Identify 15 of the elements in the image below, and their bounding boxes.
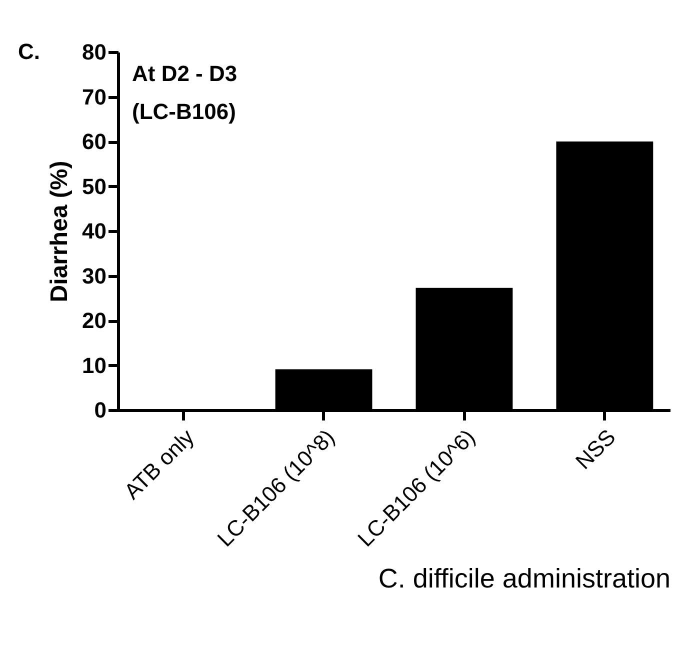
y-axis-title: Diarrhea (%) <box>46 160 74 302</box>
y-tick-label: 80 <box>82 40 106 64</box>
annotation: (LC-B106) <box>132 99 236 124</box>
y-tick-label: 60 <box>82 129 106 154</box>
text: C. <box>18 39 40 64</box>
y-tick-label: 20 <box>82 308 106 333</box>
y-tick-label: 50 <box>82 174 106 199</box>
y-tick-label: 40 <box>82 218 106 244</box>
y-tick-label: 70 <box>82 84 106 110</box>
y-tick-label: 30 <box>82 263 106 288</box>
x-axis-title: C. difficile administration <box>378 564 670 594</box>
annotation: At D2 - D3 <box>132 61 238 86</box>
x-tick-label: ATB only <box>119 424 199 504</box>
y-tick-label: 10 <box>82 352 106 378</box>
y-tick-label: 0 <box>94 398 106 422</box>
